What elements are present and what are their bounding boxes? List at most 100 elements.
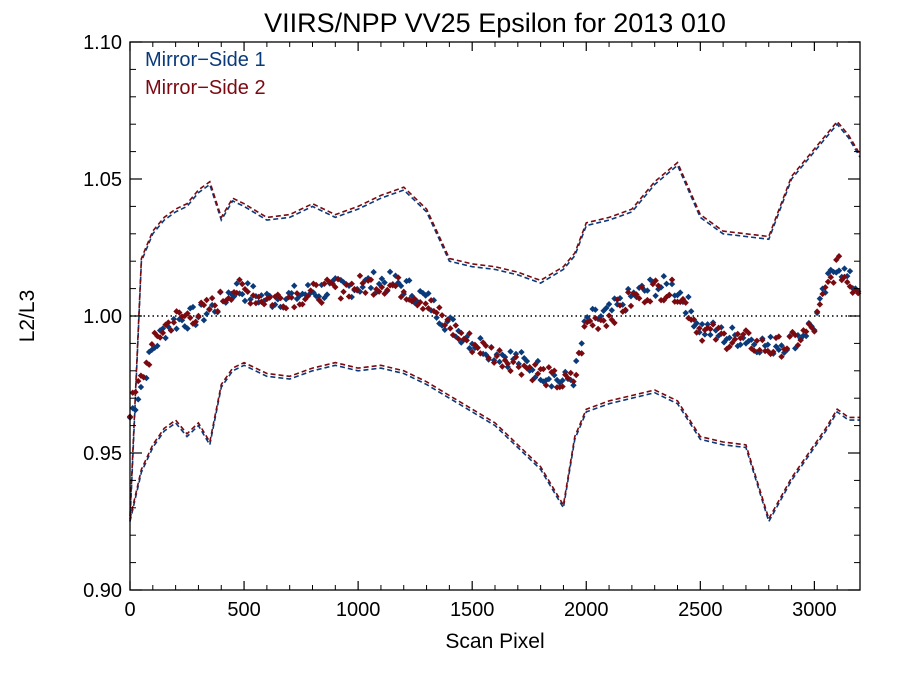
series-2-point [474, 344, 481, 351]
series-1-point [496, 358, 503, 366]
legend-series-1: Mirror−Side 1 [145, 49, 266, 71]
ticks-layer: 0 500 1000 1500 2000 2500 3000 0.90 0.95 1.00 1.05… [83, 32, 860, 621]
series-2-point [496, 347, 503, 354]
series-1-point [397, 282, 405, 290]
series-2-point [819, 290, 826, 298]
series-2-point [214, 308, 221, 315]
series-2-point [293, 290, 301, 297]
series-1-point [370, 268, 377, 276]
series-2-point [277, 294, 284, 302]
series-1-point [556, 379, 563, 386]
series-2-point [786, 333, 793, 340]
series-1-point [523, 357, 531, 365]
series-1-point [644, 287, 651, 294]
series-1-point [425, 290, 432, 297]
series-2-point [652, 277, 659, 284]
series-2-point [540, 365, 547, 373]
series-1-point [518, 348, 525, 356]
series-2-point [200, 301, 208, 309]
series-2-point [507, 367, 514, 375]
series-2-point [734, 330, 741, 338]
series-2-point [622, 306, 629, 314]
series-1-point [315, 293, 323, 300]
series-1-point [540, 378, 547, 385]
series-1-point [611, 295, 618, 302]
series-2-point [148, 340, 156, 348]
y-tick-label: 1.05 [83, 169, 122, 191]
points-layer [126, 253, 862, 421]
series-2-point [452, 322, 459, 329]
series-1-point [477, 335, 484, 342]
series-2-point [740, 331, 747, 338]
x-tick-label: 1500 [450, 599, 495, 621]
series-2-point [170, 319, 177, 326]
series-2-point [266, 294, 273, 301]
series-1-point [433, 314, 440, 321]
series-2-point [581, 323, 588, 330]
y-tick-label: 1.10 [83, 32, 122, 54]
series-1-point [761, 342, 769, 349]
series-1-point [178, 317, 186, 324]
series-1-point [244, 280, 251, 287]
series-2-point [304, 292, 312, 300]
series-2-point [159, 329, 167, 337]
series-1-point [734, 342, 741, 350]
x-tick-label: 2500 [678, 599, 723, 621]
series-2-point [770, 348, 777, 356]
series-2-point [529, 376, 536, 384]
series-2-point [299, 301, 306, 308]
series-1-point [704, 321, 711, 328]
x-tick-label: 2000 [564, 599, 609, 621]
series-2-point [783, 345, 791, 352]
series-2-point [633, 291, 640, 298]
series-2-point [635, 295, 643, 302]
series-2-point [753, 337, 761, 344]
series-1-point [660, 273, 668, 280]
series-1-point [592, 306, 599, 313]
series-2-point [228, 296, 235, 303]
chart-title: VIIRS/NPP VV25 Epsilon for 2013 010 [264, 8, 726, 38]
series-2-point [447, 325, 454, 332]
series-2-point [518, 371, 525, 378]
series-1-point [367, 284, 375, 292]
series-2-point [411, 295, 418, 303]
series-2-point [545, 364, 553, 371]
series-2-point [244, 288, 251, 295]
series-2-point [627, 302, 635, 310]
series-2-point [852, 286, 859, 293]
series-1-point [608, 307, 615, 314]
series-2-point [605, 312, 613, 319]
series-2-point [811, 328, 818, 335]
series-1-point [657, 284, 665, 291]
series-2-point [154, 332, 161, 340]
y-tick-label: 1.00 [83, 306, 122, 328]
series-1-point [698, 320, 706, 328]
band-layer [129, 120, 861, 524]
series-2-point [422, 300, 429, 307]
series-1-point [767, 333, 774, 341]
series-1-point [800, 332, 807, 339]
series-1-point [159, 325, 167, 332]
series-1-point [764, 341, 772, 348]
series-1-point [162, 334, 169, 342]
series-2-point [816, 301, 824, 308]
series-2-point [493, 352, 501, 360]
series-2-point [592, 314, 599, 322]
series-1-point [135, 396, 142, 403]
series-1-point [830, 268, 837, 276]
series-2-point [562, 371, 569, 378]
series-2-point [709, 321, 717, 328]
series-2-point [441, 321, 449, 329]
series-2-point [247, 300, 254, 307]
x-tick-label: 0 [124, 599, 135, 621]
series-2-point [567, 369, 574, 377]
series-1-point [137, 383, 145, 391]
legend-series-2: Mirror−Side 2 [145, 77, 266, 99]
series-2-point [392, 282, 399, 290]
series-2-point [611, 319, 618, 327]
series-2-point [597, 316, 605, 324]
series-1-point [173, 325, 180, 332]
series-1-point [304, 281, 312, 289]
series-1-point [466, 345, 473, 352]
series-2-point [802, 328, 810, 335]
